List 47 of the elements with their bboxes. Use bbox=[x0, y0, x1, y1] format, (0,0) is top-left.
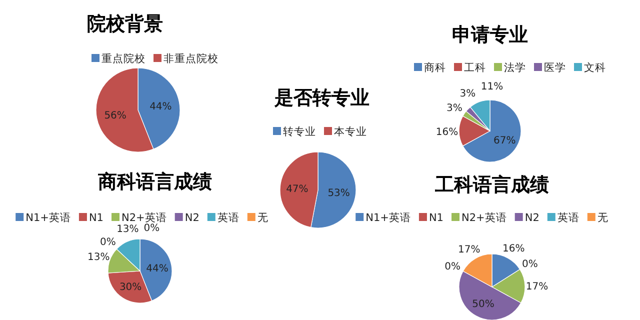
data-label: 13% bbox=[116, 224, 139, 235]
data-label: 67% bbox=[494, 136, 516, 147]
data-label: 16% bbox=[436, 127, 458, 138]
legend-label: 法学 bbox=[504, 61, 526, 74]
data-label: 44% bbox=[150, 102, 172, 113]
legend-label: N1 bbox=[88, 212, 104, 224]
legend-label: N1+英语 bbox=[26, 211, 71, 224]
legend-label: N2+英语 bbox=[462, 211, 507, 224]
chart-title: 商科语言成绩 bbox=[97, 171, 212, 193]
data-label: 56% bbox=[104, 110, 126, 122]
data-label: 47% bbox=[286, 184, 308, 196]
data-label: 13% bbox=[87, 252, 110, 264]
text: 0% bbox=[144, 222, 160, 234]
legend-label: N1+英语 bbox=[366, 211, 411, 224]
legend-label: 工科 bbox=[464, 62, 486, 74]
chart-title: 申请专业 bbox=[452, 24, 528, 46]
text: 0% bbox=[444, 261, 461, 272]
data-label: 50% bbox=[472, 298, 494, 310]
legend-label: 文科 bbox=[584, 61, 606, 74]
data-label: 44% bbox=[146, 264, 168, 275]
data-label: 30% bbox=[119, 282, 142, 293]
chart-title: 工科语言成绩 bbox=[434, 174, 549, 196]
data-label: 17% bbox=[458, 244, 480, 256]
legend-label: 医学 bbox=[544, 62, 566, 74]
legend-label: 本专业 bbox=[334, 125, 367, 138]
legend-label: 转专业 bbox=[283, 125, 316, 138]
text: 0% bbox=[522, 258, 538, 270]
legend-label: 英语 bbox=[557, 211, 580, 224]
data-label: 3% bbox=[446, 102, 462, 114]
legend-label: N2 bbox=[524, 212, 540, 224]
legend-label: 重点院校 bbox=[102, 52, 146, 65]
chart-title: 是否转专业 bbox=[274, 87, 370, 109]
data-label: 53% bbox=[328, 188, 350, 199]
legend-label: N1 bbox=[428, 212, 444, 224]
legend-label: 无 bbox=[257, 212, 268, 224]
data-label: 16% bbox=[502, 244, 525, 255]
legend-label: 英语 bbox=[217, 211, 240, 224]
legend-label: N2+英语 bbox=[122, 211, 167, 224]
data-label: 3% bbox=[460, 88, 476, 100]
data-label: 17% bbox=[526, 282, 548, 293]
data-label: 11% bbox=[480, 82, 504, 93]
legend-label: 商科 bbox=[424, 61, 446, 74]
legend-label: 无 bbox=[597, 212, 608, 224]
legend-label: 非重点院校 bbox=[164, 52, 218, 65]
legend-label: N2 bbox=[184, 212, 200, 224]
text: 0% bbox=[100, 236, 116, 248]
chart-title: 院校背景 bbox=[87, 13, 163, 35]
